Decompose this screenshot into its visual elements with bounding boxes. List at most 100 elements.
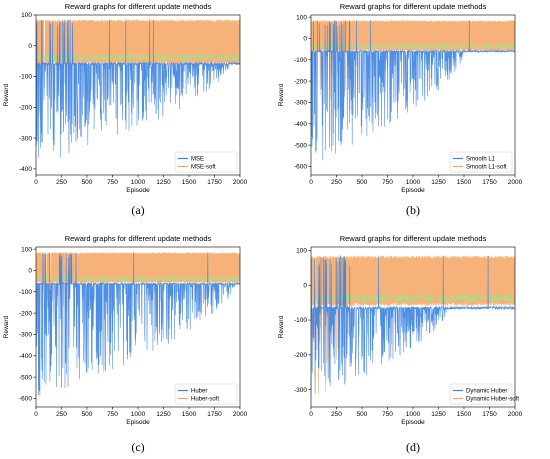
y-tick-label: 0 [303, 282, 307, 289]
x-tick-label: 2000 [508, 411, 523, 418]
y-tick-label: -500 [294, 142, 307, 149]
y-tick-label: -100 [19, 74, 32, 81]
chart-title: Reward graphs for different update metho… [340, 2, 487, 11]
x-tick-label: 0 [34, 179, 38, 186]
series-line-huber [36, 252, 240, 397]
plot-area [36, 19, 240, 158]
y-tick-label: -300 [294, 100, 307, 107]
x-tick-label: 2000 [233, 411, 248, 418]
x-tick-label: 1500 [457, 411, 472, 418]
series-line-mse-soft [36, 19, 240, 71]
x-tick-label: 1750 [482, 411, 497, 418]
caption-b: (b) [406, 203, 420, 217]
x-axis-label: Episode [126, 187, 150, 194]
x-tick-label: 1000 [406, 179, 421, 186]
x-tick-label: 750 [382, 179, 393, 186]
y-tick-label: 100 [296, 248, 307, 255]
x-tick-label: 1500 [457, 179, 472, 186]
x-tick-label: 250 [331, 179, 342, 186]
x-tick-label: 750 [382, 411, 393, 418]
y-tick-label: -200 [294, 352, 307, 359]
y-tick-label: -400 [294, 121, 307, 128]
x-tick-label: 1000 [406, 411, 421, 418]
x-tick-label: 1250 [431, 411, 446, 418]
x-tick-label: 500 [357, 411, 368, 418]
y-tick-label: -500 [19, 374, 32, 381]
x-tick-label: 250 [56, 411, 67, 418]
x-tick-label: 1250 [156, 411, 171, 418]
caption-a: (a) [131, 203, 145, 217]
series-line-mse [36, 19, 240, 158]
noise-band [36, 275, 240, 282]
chart-title: Reward graphs for different update metho… [65, 2, 212, 11]
y-tick-label: -300 [294, 387, 307, 394]
legend-box [449, 151, 513, 173]
y-tick-label: -400 [19, 353, 32, 360]
y-tick-label: -300 [19, 332, 32, 339]
y-tick-label: 0 [303, 36, 307, 43]
x-tick-label: 1750 [482, 179, 497, 186]
x-tick-label: 1500 [182, 411, 197, 418]
plot-area [36, 252, 240, 397]
chart-panel-b: Reward graphs for different update metho… [278, 2, 523, 194]
x-tick-label: 750 [107, 179, 118, 186]
x-tick-label: 500 [357, 179, 368, 186]
legend-label: Dynamic Huber-soft [466, 397, 519, 403]
x-tick-label: 1000 [131, 179, 146, 186]
y-axis-label: Reward [278, 315, 285, 338]
y-tick-label: 100 [21, 246, 32, 253]
x-tick-label: 1250 [156, 179, 171, 186]
x-axis-label: Episode [126, 419, 150, 426]
legend-box [174, 383, 238, 405]
chart-panel-c: Reward graphs for different update metho… [3, 234, 248, 426]
y-tick-label: 0 [28, 268, 32, 275]
y-tick-label: -600 [294, 164, 307, 171]
x-tick-label: 1750 [207, 411, 222, 418]
chart-panel-d: Reward graphs for different update metho… [278, 234, 523, 426]
y-tick-label: -600 [19, 396, 32, 403]
caption-d: (d) [406, 440, 420, 454]
y-tick-label: -200 [294, 78, 307, 85]
x-tick-label: 1000 [131, 411, 146, 418]
series-line-huber-soft [36, 252, 240, 314]
x-tick-label: 2000 [233, 179, 248, 186]
series-line-smooth-l1 [311, 20, 515, 161]
x-tick-label: 0 [309, 411, 313, 418]
x-tick-label: 2000 [508, 179, 523, 186]
chart-panel-a: Reward graphs for different update metho… [3, 2, 248, 194]
x-tick-label: 250 [331, 411, 342, 418]
y-tick-label: -200 [19, 310, 32, 317]
legend-label: Smooth L1 [466, 157, 496, 163]
x-tick-label: 500 [82, 179, 93, 186]
y-tick-label: -100 [294, 317, 307, 324]
x-tick-label: 1250 [431, 179, 446, 186]
x-axis-label: Episode [401, 187, 425, 194]
y-tick-label: 100 [296, 14, 307, 21]
y-axis-label: Reward [3, 315, 10, 338]
legend-label: Huber-soft [191, 397, 219, 403]
legend-label: Smooth L1-soft [466, 165, 507, 171]
chart-title: Reward graphs for different update metho… [65, 234, 212, 243]
legend-label: Huber [191, 389, 207, 395]
y-tick-label: -100 [19, 289, 32, 296]
y-tick-label: -400 [19, 166, 32, 173]
chart-title: Reward graphs for different update metho… [340, 234, 487, 243]
y-tick-label: 0 [28, 43, 32, 50]
legend-box [174, 151, 238, 173]
y-axis-label: Reward [3, 83, 10, 106]
y-tick-label: -200 [19, 105, 32, 112]
legend-label: MSE-soft [191, 165, 216, 171]
series-line-dynamic-huber [311, 254, 515, 395]
legend-box [449, 383, 513, 405]
y-tick-label: -300 [19, 135, 32, 142]
y-axis-label: Reward [278, 83, 285, 106]
x-axis-label: Episode [401, 419, 425, 426]
x-tick-label: 0 [34, 411, 38, 418]
x-tick-label: 1500 [182, 179, 197, 186]
x-tick-label: 0 [309, 179, 313, 186]
y-tick-label: -100 [294, 57, 307, 64]
plot-area [311, 20, 515, 161]
x-tick-label: 1750 [207, 179, 222, 186]
plot-area [311, 254, 515, 395]
